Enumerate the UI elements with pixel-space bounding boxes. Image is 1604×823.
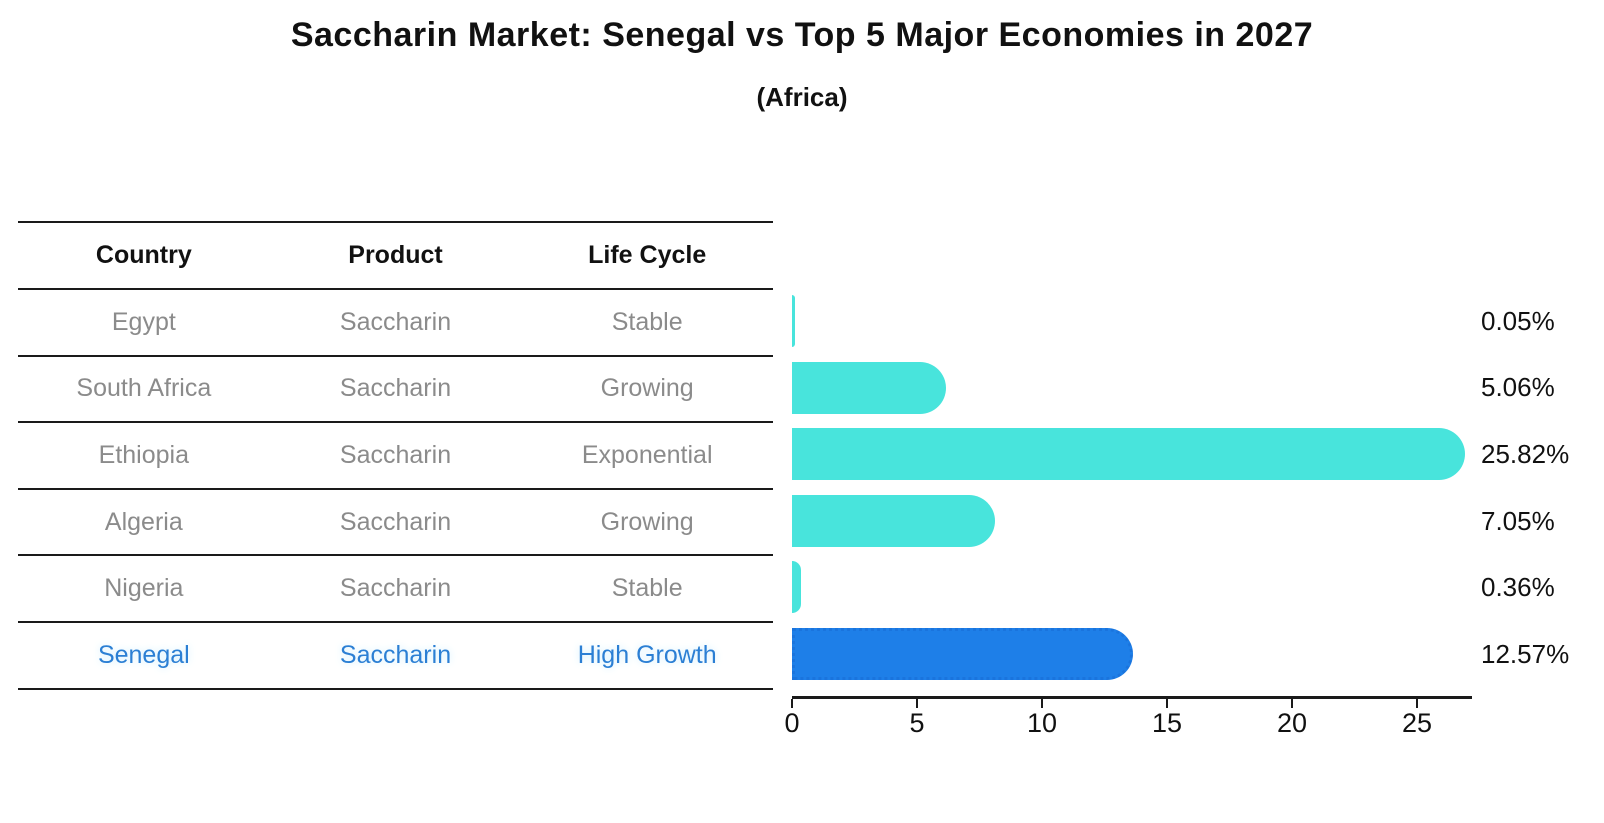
country-cell: Algeria — [104, 507, 183, 536]
table-row-senegal: Senegal Saccharin High Growth — [18, 623, 773, 690]
table-header-cell-life-cycle: Life Cycle — [588, 241, 707, 269]
country-cell: Ethiopia — [98, 440, 190, 469]
x-tick-0 — [791, 699, 793, 708]
x-axis-line — [792, 696, 1472, 699]
x-tick-label-15: 15 — [1151, 708, 1183, 738]
product-cell: Saccharin — [339, 574, 452, 603]
x-tick-25 — [1416, 699, 1418, 708]
x-tick-20 — [1291, 699, 1293, 708]
table-row-nigeria: Nigeria Saccharin Stable — [18, 556, 773, 623]
country-cell: Nigeria — [104, 574, 184, 603]
country-cell: Senegal — [97, 640, 190, 669]
x-tick-15 — [1166, 699, 1168, 708]
table-row-south-africa: South Africa Saccharin Growing — [18, 357, 773, 424]
country-table: Country Product Life Cycle Egypt Saccharin St… — [18, 221, 773, 690]
bar-egypt — [792, 295, 795, 347]
life-cycle-cell: Growing — [600, 374, 694, 403]
product-cell: Saccharin — [339, 374, 452, 403]
life-cycle-cell: Growing — [600, 507, 694, 536]
product-cell: Saccharin — [339, 440, 452, 469]
table-row-algeria: Algeria Saccharin Growing — [18, 490, 773, 557]
life-cycle-cell: Stable — [611, 307, 683, 336]
x-tick-label-5: 5 — [909, 708, 925, 738]
bar-ethiopia — [792, 428, 1465, 481]
table-row-ethiopia: Ethiopia Saccharin Exponential — [18, 423, 773, 490]
table-header-cell-country: Country — [95, 241, 192, 269]
x-tick-label-0: 0 — [784, 708, 800, 738]
product-cell: Saccharin — [339, 507, 452, 536]
country-cell: South Africa — [76, 374, 212, 403]
value-label-south-africa: 5.06% — [1481, 372, 1555, 403]
life-cycle-cell: High Growth — [577, 640, 717, 669]
value-label-senegal: 12.57% — [1481, 638, 1570, 669]
x-tick-10 — [1041, 699, 1043, 708]
value-label-algeria: 7.05% — [1481, 505, 1555, 536]
chart-subtitle: (Africa) — [756, 82, 848, 112]
product-cell: Saccharin — [339, 307, 452, 336]
table-row-egypt: Egypt Saccharin Stable — [18, 290, 773, 357]
bar-nigeria — [792, 561, 801, 614]
country-cell: Egypt — [111, 307, 176, 336]
x-tick-label-25: 25 — [1401, 708, 1433, 738]
life-cycle-cell: Exponential — [581, 440, 713, 469]
x-tick-label-10: 10 — [1026, 708, 1058, 738]
value-label-egypt: 0.05% — [1481, 305, 1555, 336]
x-tick-label-20: 20 — [1276, 708, 1308, 738]
x-tick-5 — [916, 699, 918, 708]
bar-south-africa — [792, 361, 946, 414]
value-label-ethiopia: 25.82% — [1481, 438, 1570, 469]
value-label-nigeria: 0.36% — [1481, 572, 1555, 603]
table-header-cell-product: Product — [348, 241, 443, 269]
bar-senegal — [792, 628, 1134, 680]
bar-algeria — [792, 494, 996, 547]
chart-title: Saccharin Market: Senegal vs Top 5 Major… — [290, 16, 1314, 54]
life-cycle-cell: Stable — [611, 574, 683, 603]
product-cell: Saccharin — [339, 640, 452, 669]
table-header-row: Country Product Life Cycle — [18, 223, 773, 290]
